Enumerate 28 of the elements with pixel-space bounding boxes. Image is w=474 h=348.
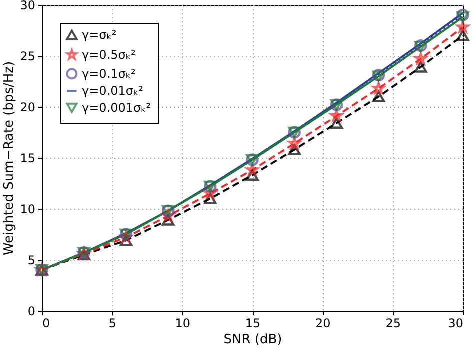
legend-label: γ=σₖ² bbox=[82, 28, 117, 42]
point bbox=[456, 8, 470, 22]
y-tick-label: 0 bbox=[28, 304, 36, 318]
x-tick-label: 25 bbox=[386, 316, 401, 330]
x-tick-label: 20 bbox=[316, 316, 331, 330]
x-axis-title: SNR (dB) bbox=[224, 332, 282, 348]
y-tick-label: 5 bbox=[28, 254, 36, 268]
x-tick-label: 5 bbox=[108, 316, 116, 330]
y-tick-label: 15 bbox=[20, 152, 36, 166]
point bbox=[456, 30, 470, 42]
y-axis-title: Weighted Sum−Rate (bps/Hz) bbox=[2, 61, 18, 256]
point bbox=[288, 144, 301, 156]
x-tick-label: 10 bbox=[175, 316, 190, 330]
y-tick-label: 10 bbox=[20, 202, 36, 216]
y-tick-label: 30 bbox=[20, 0, 36, 12]
point bbox=[372, 91, 386, 102]
legend-label: γ=0.5σₖ² bbox=[82, 48, 136, 62]
legend-label: γ=0.001σₖ² bbox=[82, 101, 152, 115]
x-tick-label: 15 bbox=[245, 316, 261, 330]
legend-label: γ=0.1σₖ² bbox=[82, 67, 136, 81]
point bbox=[456, 12, 470, 23]
y-tick-label: 20 bbox=[20, 100, 36, 114]
legend-label: γ=0.01σₖ² bbox=[82, 84, 144, 98]
x-tick-label: 30 bbox=[448, 316, 464, 330]
y-tick-label: 25 bbox=[20, 50, 36, 64]
point bbox=[330, 118, 344, 129]
point bbox=[414, 62, 428, 73]
x-tick-label: 0 bbox=[42, 316, 50, 330]
